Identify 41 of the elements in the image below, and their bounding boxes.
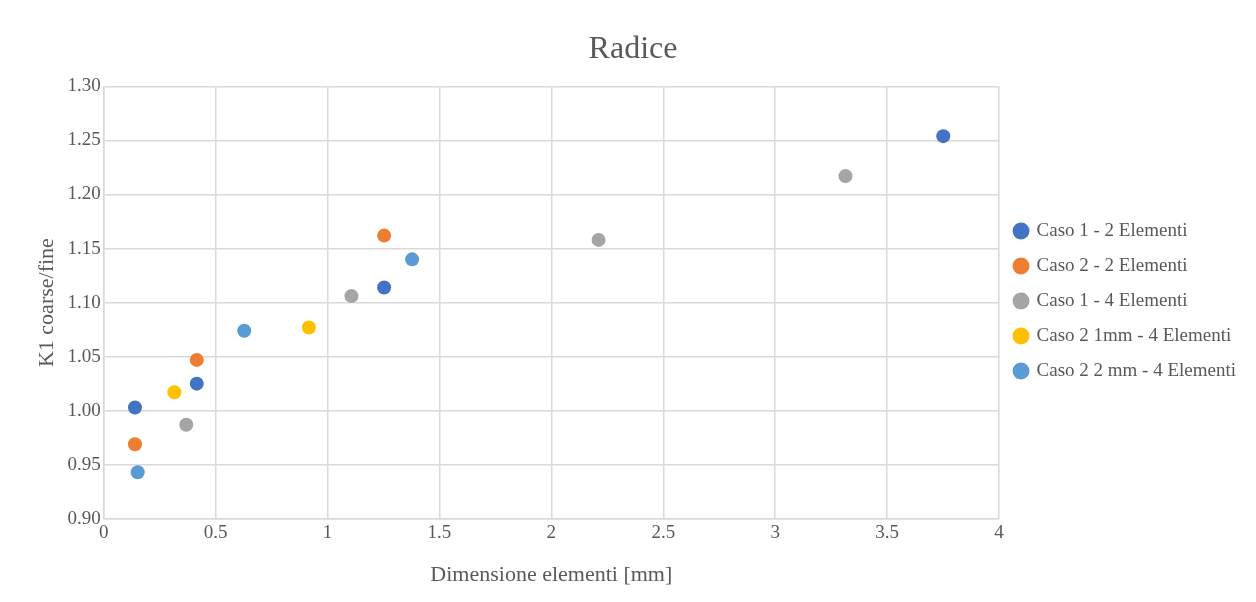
x-tick-label: 1 — [322, 521, 333, 543]
point — [936, 129, 951, 144]
y-tick-label: 1.25 — [67, 128, 101, 150]
point — [167, 385, 182, 400]
y-tick-label: 1.30 — [67, 74, 101, 96]
point — [344, 289, 359, 304]
legend-label: Caso 1 - 4 Elementi — [1036, 288, 1188, 310]
point — [591, 232, 606, 247]
point — [838, 169, 853, 184]
y-tick-label: 1.00 — [67, 398, 101, 420]
point — [301, 320, 316, 335]
y-tick-label: 0.95 — [67, 452, 101, 474]
legend-label: Caso 2 2 mm - 4 Elementi — [1036, 358, 1237, 380]
legend-label: Caso 1 - 2 Elementi — [1036, 218, 1188, 240]
x-axis-title: Dimensione elementi [mm] — [430, 560, 673, 586]
point — [127, 437, 142, 452]
y-tick-label: 0.90 — [67, 506, 101, 528]
legend-label: Caso 2 1mm - 4 Elementi — [1036, 323, 1232, 345]
x-tick-label: 4 — [994, 521, 1005, 543]
point — [127, 400, 142, 415]
point — [377, 228, 392, 243]
y-axis-title: K1 coarse/fine — [32, 238, 58, 368]
point — [130, 465, 145, 480]
y-tick-label: 1.20 — [67, 182, 101, 204]
legend-label: Caso 2 - 2 Elementi — [1036, 253, 1188, 275]
y-tick-label: 1.05 — [67, 344, 101, 366]
x-tick-label: 2.5 — [651, 521, 676, 543]
x-tick-label: 1.5 — [427, 521, 452, 543]
chart-title: Radice — [588, 28, 678, 65]
point — [189, 352, 204, 367]
point — [377, 280, 392, 295]
x-tick-label: 3.5 — [875, 521, 899, 543]
point — [179, 417, 194, 432]
x-tick-label: 2 — [546, 521, 557, 543]
point — [405, 252, 420, 267]
point — [189, 376, 204, 391]
y-tick-label: 1.15 — [67, 236, 101, 258]
x-tick-label: 3 — [770, 521, 780, 543]
point — [237, 323, 252, 338]
x-tick-label: 0.5 — [203, 521, 228, 543]
y-tick-label: 1.10 — [67, 290, 101, 312]
